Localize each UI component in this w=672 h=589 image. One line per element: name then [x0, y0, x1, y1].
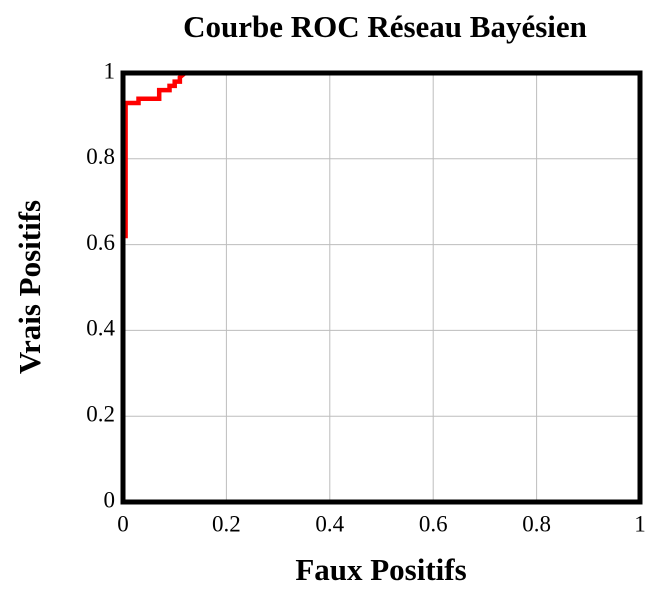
x-tick-label: 0.6: [419, 511, 448, 536]
x-tick-label: 1: [634, 511, 646, 536]
x-tick-label: 0.2: [212, 511, 241, 536]
x-tick-label: 0.8: [522, 511, 551, 536]
x-tick-label: 0: [117, 511, 129, 536]
roc-curve: [120, 70, 640, 502]
y-axis-label: Vrais Positifs: [12, 200, 47, 374]
y-tick-label: 0.6: [86, 230, 115, 255]
y-tick-label: 0.8: [86, 144, 115, 169]
x-tick-label: 0.4: [315, 511, 344, 536]
y-tick-label: 1: [104, 58, 116, 83]
chart-title: Courbe ROC Réseau Bayésien: [183, 9, 587, 44]
x-axis-label: Faux Positifs: [295, 552, 466, 587]
y-tick-label: 0.4: [86, 316, 115, 341]
y-tick-label: 0.2: [86, 401, 115, 426]
plot-frame: [120, 70, 643, 505]
y-tick-label: 0: [104, 487, 116, 512]
